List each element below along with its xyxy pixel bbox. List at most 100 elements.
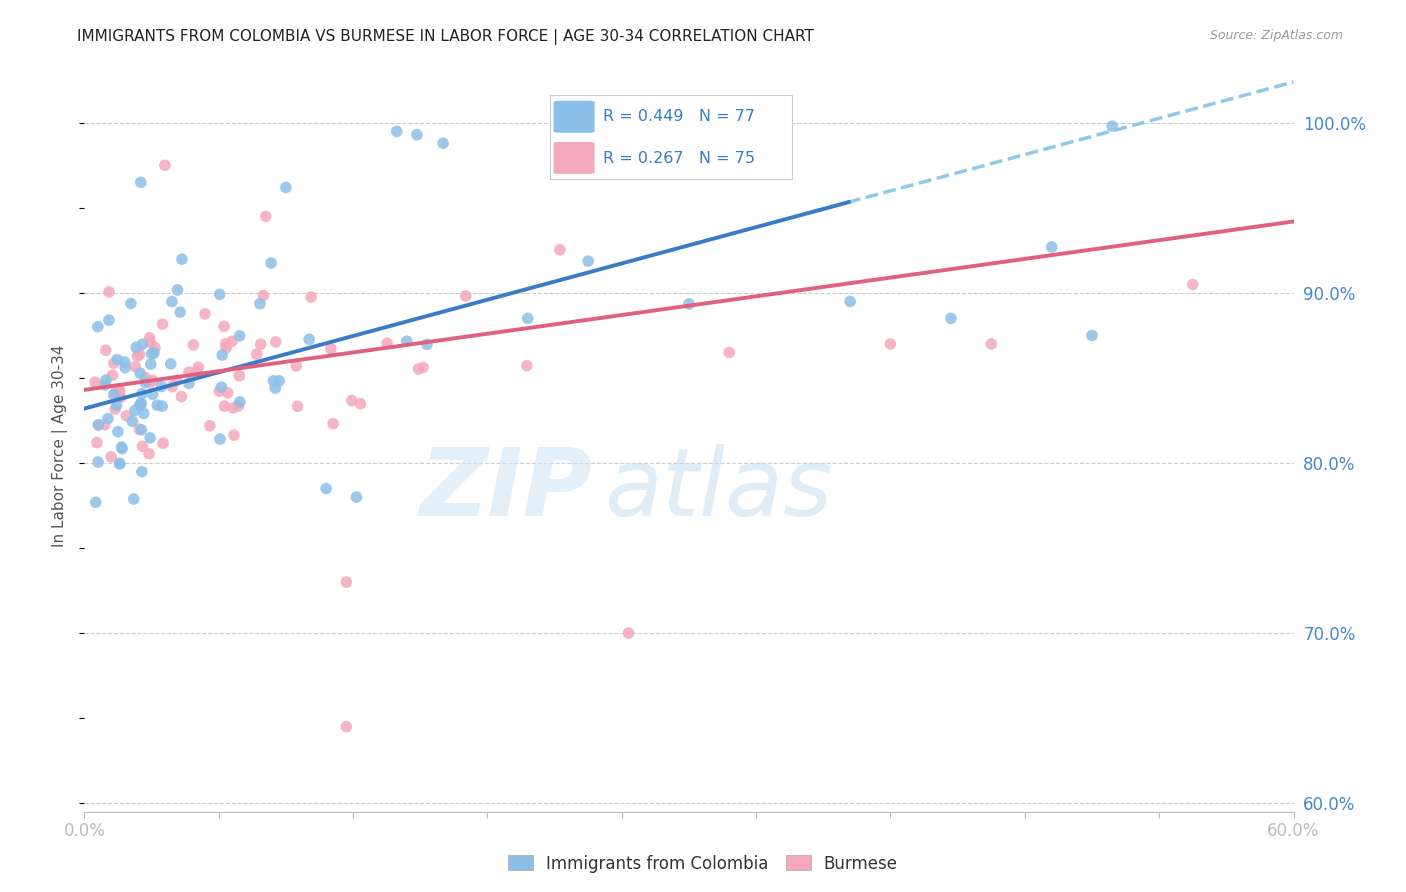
Point xyxy=(212,319,235,334)
Point xyxy=(177,376,200,391)
Point xyxy=(84,375,107,389)
Point xyxy=(287,399,309,413)
Point xyxy=(100,450,122,464)
Point xyxy=(246,347,269,361)
Point xyxy=(264,381,287,395)
Point xyxy=(94,373,117,387)
Point xyxy=(128,422,150,436)
Point xyxy=(177,365,200,379)
Point xyxy=(319,342,342,356)
Point xyxy=(110,440,132,454)
Point xyxy=(127,349,149,363)
Point xyxy=(97,411,120,425)
Point xyxy=(229,394,252,409)
Point xyxy=(395,334,418,349)
Point xyxy=(138,447,160,461)
Point xyxy=(516,311,538,326)
Point xyxy=(120,296,142,310)
Text: Source: ZipAtlas.com: Source: ZipAtlas.com xyxy=(1209,29,1343,43)
Point xyxy=(939,311,962,326)
Point xyxy=(678,297,700,311)
Point xyxy=(131,386,153,401)
Point xyxy=(315,482,337,496)
Point xyxy=(1040,240,1063,254)
Point xyxy=(87,455,110,469)
Point xyxy=(108,382,131,396)
Point xyxy=(107,425,129,439)
Point xyxy=(187,360,209,375)
Point xyxy=(183,338,205,352)
Point xyxy=(138,331,160,345)
Point xyxy=(141,347,163,361)
Point xyxy=(169,305,191,319)
Point xyxy=(249,337,271,351)
Point xyxy=(211,348,233,362)
Point xyxy=(129,366,152,380)
Point xyxy=(114,360,136,375)
Point xyxy=(86,435,108,450)
Point xyxy=(139,335,162,350)
Point xyxy=(385,124,408,138)
Point xyxy=(131,423,153,437)
Point xyxy=(111,442,134,456)
Point xyxy=(299,290,322,304)
Point xyxy=(115,409,138,423)
Point xyxy=(879,337,901,351)
Point xyxy=(152,317,174,331)
Text: IMMIGRANTS FROM COLOMBIA VS BURMESE IN LABOR FORCE | AGE 30-34 CORRELATION CHART: IMMIGRANTS FROM COLOMBIA VS BURMESE IN L… xyxy=(77,29,814,45)
Point xyxy=(249,296,271,310)
Point xyxy=(346,490,368,504)
Point xyxy=(186,365,208,379)
Point xyxy=(214,337,236,351)
Point xyxy=(617,626,640,640)
Point xyxy=(125,340,148,354)
Point xyxy=(349,397,371,411)
Point xyxy=(214,399,236,413)
Point xyxy=(108,456,131,470)
Point xyxy=(87,319,110,334)
Y-axis label: In Labor Force | Age 30-34: In Labor Force | Age 30-34 xyxy=(52,344,69,548)
Point xyxy=(114,355,136,369)
Point xyxy=(139,431,162,445)
Point xyxy=(839,294,862,309)
Point xyxy=(198,418,221,433)
Point xyxy=(142,387,165,401)
Point xyxy=(110,390,132,404)
Point xyxy=(1081,328,1104,343)
Point xyxy=(221,334,243,349)
Legend: Immigrants from Colombia, Burmese: Immigrants from Colombia, Burmese xyxy=(502,848,904,880)
Point xyxy=(138,376,160,390)
Point xyxy=(269,374,291,388)
Point xyxy=(139,357,162,371)
Point xyxy=(129,175,152,189)
Point xyxy=(263,374,285,388)
Point xyxy=(637,158,659,172)
Point xyxy=(215,341,238,355)
Point xyxy=(228,399,250,413)
Point xyxy=(375,336,398,351)
Point xyxy=(222,401,245,415)
Point xyxy=(131,397,153,411)
Point xyxy=(152,436,174,450)
Point xyxy=(170,252,193,267)
Point xyxy=(160,379,183,393)
Point xyxy=(432,136,454,151)
Point xyxy=(153,158,176,172)
Point xyxy=(254,210,277,224)
Point xyxy=(143,341,166,355)
Point xyxy=(131,465,153,479)
Point xyxy=(94,343,117,358)
Point xyxy=(194,307,217,321)
Point xyxy=(260,256,283,270)
Point xyxy=(142,374,165,388)
Point xyxy=(718,345,741,359)
Point xyxy=(104,385,127,400)
Point xyxy=(170,390,193,404)
Point xyxy=(228,368,250,383)
Point xyxy=(166,283,188,297)
Point xyxy=(335,720,357,734)
Point xyxy=(412,360,434,375)
Point xyxy=(548,243,571,257)
Point xyxy=(454,289,477,303)
Point xyxy=(274,180,297,194)
